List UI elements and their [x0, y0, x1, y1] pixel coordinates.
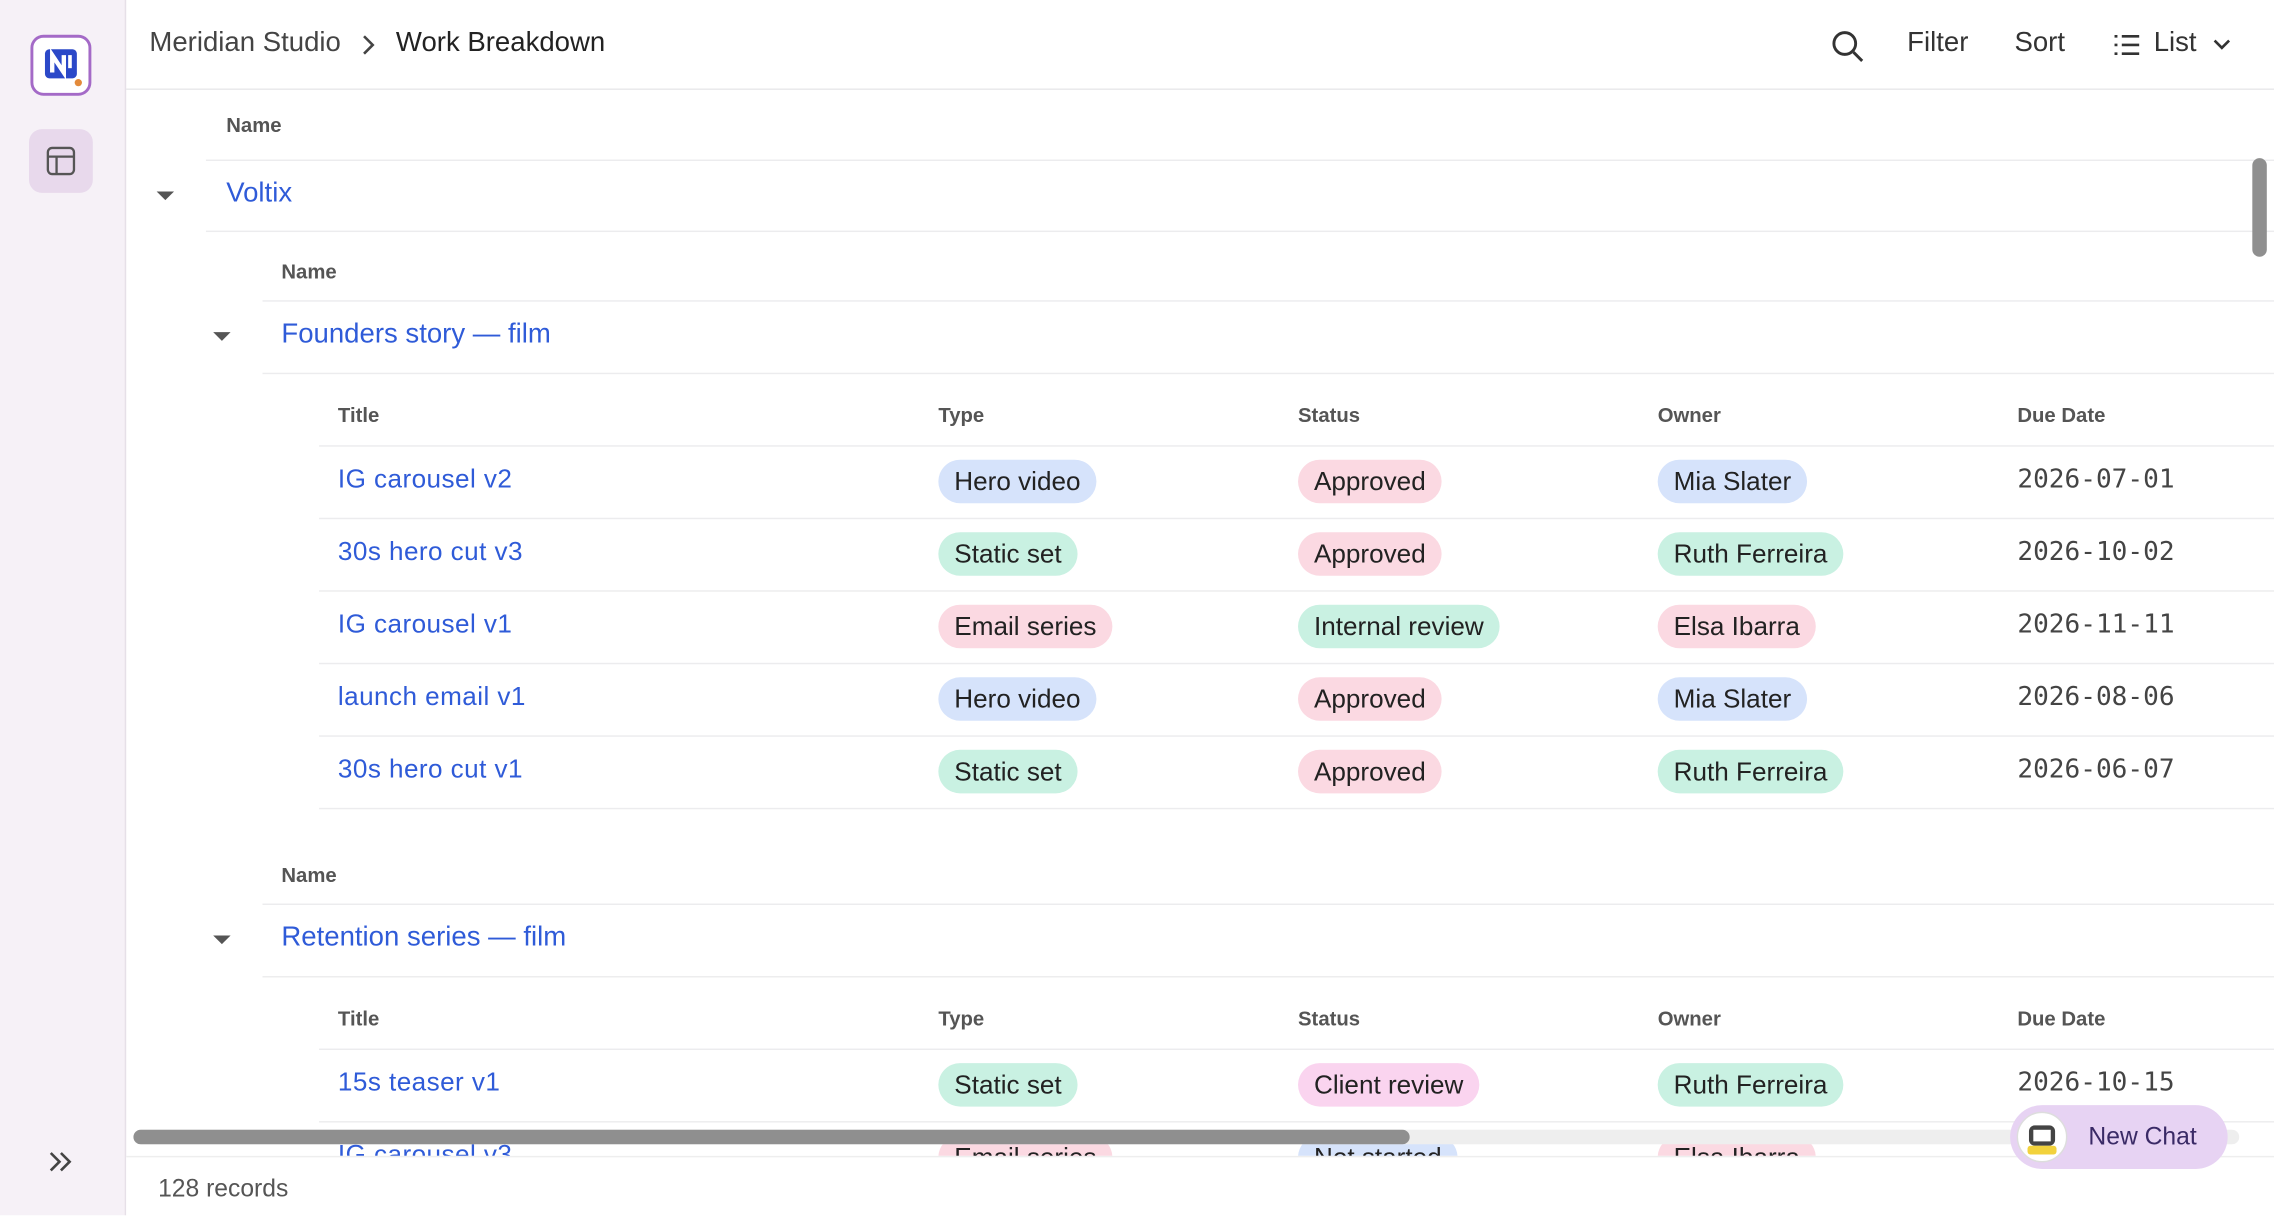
- row-divider: [262, 300, 2274, 302]
- owner-chip: Ruth Ferreira: [1657, 1063, 1844, 1107]
- status-chip: Client review: [1298, 1063, 1480, 1107]
- column-header: Due Date: [2017, 403, 2106, 427]
- column-header: Status: [1298, 1006, 1361, 1030]
- due-date: 2026-07-01: [2017, 464, 2175, 495]
- collapse-toggle[interactable]: [213, 935, 231, 945]
- status-chip: Approved: [1298, 532, 1442, 576]
- row-divider: [319, 445, 2274, 447]
- row-divider: [319, 807, 2274, 810]
- row-divider: [205, 159, 2274, 161]
- due-date: 2026-10-15: [2017, 1067, 2175, 1098]
- due-date: 2026-10-02: [2017, 536, 2175, 568]
- row-title[interactable]: 30s hero cut v1: [337, 754, 523, 784]
- view-chevron: [2213, 39, 2231, 50]
- sidebar: [0, 0, 127, 1216]
- filter-button[interactable]: Filter: [1907, 27, 1969, 59]
- new-chat-label: New Chat: [2088, 1122, 2197, 1151]
- expand-sidebar[interactable]: [46, 1147, 75, 1176]
- subgroup-name[interactable]: Retention series — film: [281, 922, 567, 953]
- row-divider: [319, 662, 2274, 665]
- column-header: Due Date: [2017, 1006, 2106, 1030]
- owner-chip: Mia Slater: [1657, 459, 1808, 504]
- row-title[interactable]: 15s teaser v1: [337, 1067, 501, 1097]
- type-chip: Static set: [938, 1063, 1078, 1107]
- type-chip: Hero video: [938, 459, 1097, 504]
- status-chip: Approved: [1298, 749, 1442, 794]
- column-header: Name: [226, 113, 282, 137]
- breadcrumb-current: Work Breakdown: [395, 27, 606, 59]
- subgroup-name[interactable]: Founders story — film: [281, 319, 551, 350]
- type-chip: Email series: [938, 604, 1113, 649]
- due-date: 2026-08-06: [2017, 681, 2175, 713]
- record-count: 128 records: [158, 1174, 289, 1203]
- view-button[interactable]: List: [2153, 27, 2197, 59]
- list-icon: [2114, 34, 2140, 55]
- app-logo[interactable]: [30, 34, 92, 96]
- row-divider: [319, 590, 2274, 592]
- row-divider: [262, 903, 2274, 905]
- owner-chip: Ruth Ferreira: [1657, 532, 1844, 576]
- status-chip: Internal review: [1298, 604, 1500, 649]
- row-divider: [319, 517, 2274, 520]
- chat-avatar: [2016, 1111, 2068, 1163]
- footer: 128 records: [126, 1155, 2274, 1216]
- column-header: Owner: [1657, 1006, 1721, 1030]
- h-scroll-thumb[interactable]: [133, 1129, 1410, 1145]
- type-chip: Hero video: [938, 677, 1097, 721]
- topbar: Meridian Studio Work Breakdown Filter So…: [126, 0, 2274, 90]
- row-title[interactable]: IG carousel v1: [337, 609, 513, 639]
- column-header: Type: [938, 1006, 985, 1030]
- status-chip: Approved: [1298, 677, 1442, 721]
- status-chip: Approved: [1298, 459, 1442, 504]
- row-title[interactable]: 30s hero cut v3: [337, 536, 523, 566]
- column-header: Type: [938, 403, 985, 427]
- breadcrumb-root[interactable]: Meridian Studio: [149, 27, 341, 59]
- column-header: Title: [337, 1006, 380, 1030]
- column-header: Status: [1298, 403, 1361, 427]
- owner-chip: Ruth Ferreira: [1657, 749, 1844, 794]
- group-name[interactable]: Voltix: [226, 178, 293, 209]
- table-content: Name Voltix Name Founders story — film Title…: [126, 90, 2274, 1156]
- column-header: Name: [281, 259, 337, 283]
- new-chat-button[interactable]: New Chat: [2010, 1105, 2228, 1169]
- row-title[interactable]: launch email v1: [337, 681, 526, 711]
- column-header: Owner: [1657, 403, 1721, 427]
- nav-table[interactable]: [29, 129, 93, 193]
- type-chip: Static set: [938, 532, 1078, 576]
- row-title[interactable]: IG carousel v2: [337, 464, 513, 494]
- type-chip: Static set: [938, 749, 1078, 794]
- column-header: Name: [281, 862, 337, 887]
- row-divider: [319, 1121, 2274, 1123]
- sort-button[interactable]: Sort: [2014, 27, 2066, 59]
- breadcrumb-sep: [363, 35, 375, 55]
- search-button[interactable]: [1830, 29, 1865, 64]
- due-date: 2026-11-11: [2017, 609, 2175, 640]
- table-icon: [46, 146, 76, 176]
- column-header: Title: [337, 403, 380, 427]
- logo-icon: [44, 47, 82, 87]
- row-divider: [262, 976, 2274, 978]
- row-divider: [319, 735, 2274, 737]
- owner-chip: Elsa Ibarra: [1657, 604, 1816, 649]
- v-scroll-thumb[interactable]: [2252, 158, 2267, 257]
- row-divider: [262, 372, 2274, 375]
- row-divider: [319, 1048, 2274, 1051]
- owner-chip: Mia Slater: [1657, 677, 1808, 721]
- collapse-toggle[interactable]: [213, 332, 231, 341]
- due-date: 2026-06-07: [2017, 754, 2175, 785]
- collapse-toggle[interactable]: [156, 191, 175, 201]
- row-divider: [205, 230, 2274, 233]
